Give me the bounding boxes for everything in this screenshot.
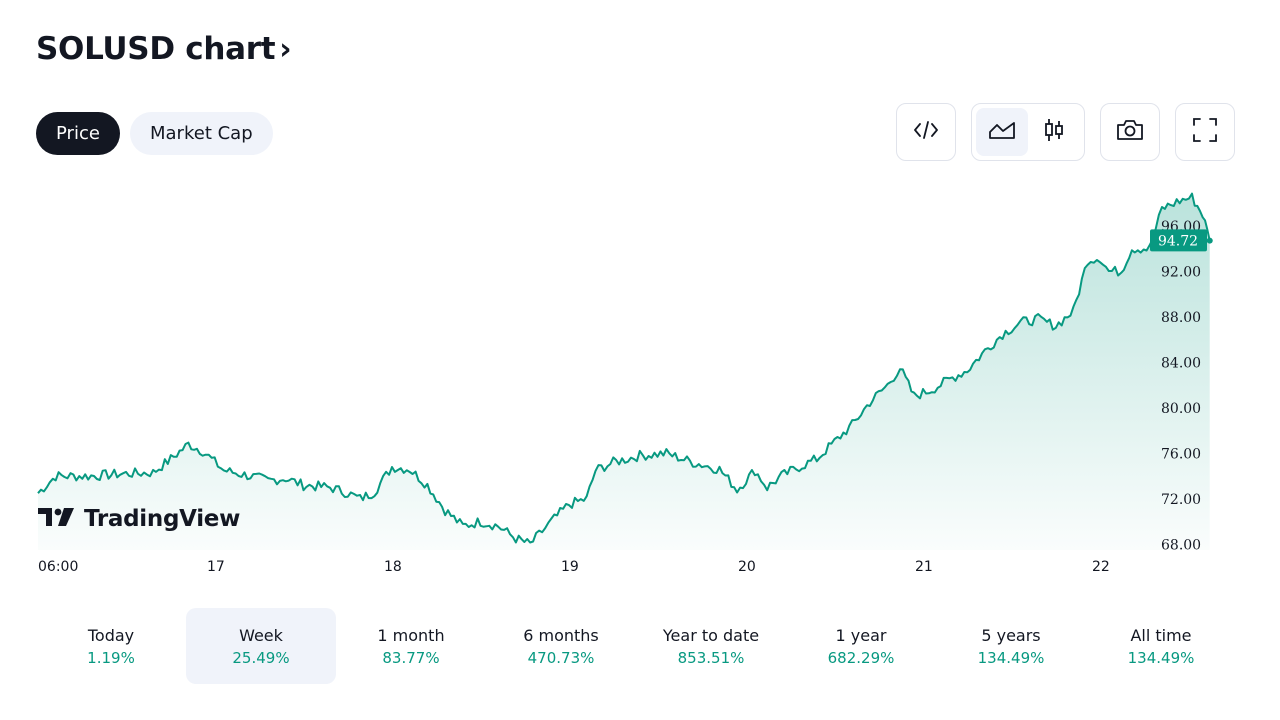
last-price-point (1206, 237, 1213, 244)
period-1-month[interactable]: 1 month 83.77% (336, 608, 486, 684)
y-tick-label: 76.00 (1161, 446, 1201, 462)
period-1-year[interactable]: 1 year 682.29% (786, 608, 936, 684)
chart-title-link[interactable]: SOLUSD chart › (36, 30, 292, 68)
price-line (37, 192, 1211, 544)
period-label: 5 years (981, 625, 1041, 645)
period-label: 1 year (835, 625, 887, 645)
period-label: 6 months (523, 625, 599, 645)
x-tick-label: 20 (738, 559, 756, 575)
period-label: Year to date (662, 625, 760, 645)
camera-icon (1116, 118, 1144, 146)
area-chart-icon (988, 120, 1016, 144)
period-change: 134.49% (1127, 648, 1195, 667)
area-chart-button[interactable] (976, 108, 1028, 156)
embed-code-icon (913, 120, 939, 144)
x-tick-label: 17 (207, 559, 225, 575)
period-year-to-date[interactable]: Year to date 853.51% (636, 608, 786, 684)
embed-button[interactable] (896, 103, 956, 161)
page-title: SOLUSD chart (36, 30, 276, 67)
period-week[interactable]: Week 25.49% (186, 608, 336, 684)
period-6-months[interactable]: 6 months 470.73% (486, 608, 636, 684)
period-selector: Today 1.19% Week 25.49% 1 month 83.77% 6… (36, 608, 1236, 684)
period-change: 853.51% (677, 648, 745, 667)
period-change: 1.19% (87, 648, 135, 667)
period-label: Week (239, 625, 283, 645)
period-change: 25.49% (232, 648, 290, 667)
y-tick-label: 88.00 (1161, 310, 1201, 326)
x-tick-label: 19 (561, 559, 579, 575)
period-change: 470.73% (527, 648, 595, 667)
x-tick-label: 06:00 (38, 559, 78, 575)
x-tick-label: 18 (384, 559, 402, 575)
tab-market-cap[interactable]: Market Cap (130, 112, 273, 155)
period-label: All time (1130, 625, 1192, 645)
x-tick-label: 21 (915, 559, 933, 575)
y-tick-label: 72.00 (1161, 492, 1201, 508)
price-area-fill (38, 193, 1210, 550)
y-tick-label: 68.00 (1161, 537, 1201, 553)
last-price-label: 94.72 (1158, 233, 1198, 249)
y-tick-label: 84.00 (1161, 355, 1201, 371)
screenshot-button[interactable] (1100, 103, 1160, 161)
x-tick-label: 22 (1092, 559, 1110, 575)
fullscreen-button[interactable] (1175, 103, 1235, 161)
chevron-right-icon: › (279, 32, 292, 67)
candlestick-chart-button[interactable] (1028, 108, 1080, 156)
tradingview-logo-text: TradingView (84, 506, 241, 532)
y-tick-label: 80.00 (1161, 401, 1201, 417)
fullscreen-icon (1192, 117, 1218, 147)
period-5-years[interactable]: 5 years 134.49% (936, 608, 1086, 684)
period-label: Today (87, 625, 135, 645)
last-price-badge (1150, 229, 1207, 252)
period-change: 83.77% (382, 648, 440, 667)
tab-price[interactable]: Price (36, 112, 120, 155)
candlestick-chart-icon (1043, 117, 1065, 147)
period-today[interactable]: Today 1.19% (36, 608, 186, 684)
tradingview-logo-icon (38, 507, 76, 531)
y-tick-label: 92.00 (1161, 264, 1201, 280)
period-change: 682.29% (827, 648, 895, 667)
period-change: 134.49% (977, 648, 1045, 667)
tradingview-logo[interactable]: TradingView (38, 506, 240, 532)
price-chart[interactable]: 68.0072.0076.0080.0084.0088.0092.0096.00… (0, 180, 1280, 580)
chart-type-group (971, 103, 1085, 161)
period-all-time[interactable]: All time 134.49% (1086, 608, 1236, 684)
period-label: 1 month (377, 625, 445, 645)
